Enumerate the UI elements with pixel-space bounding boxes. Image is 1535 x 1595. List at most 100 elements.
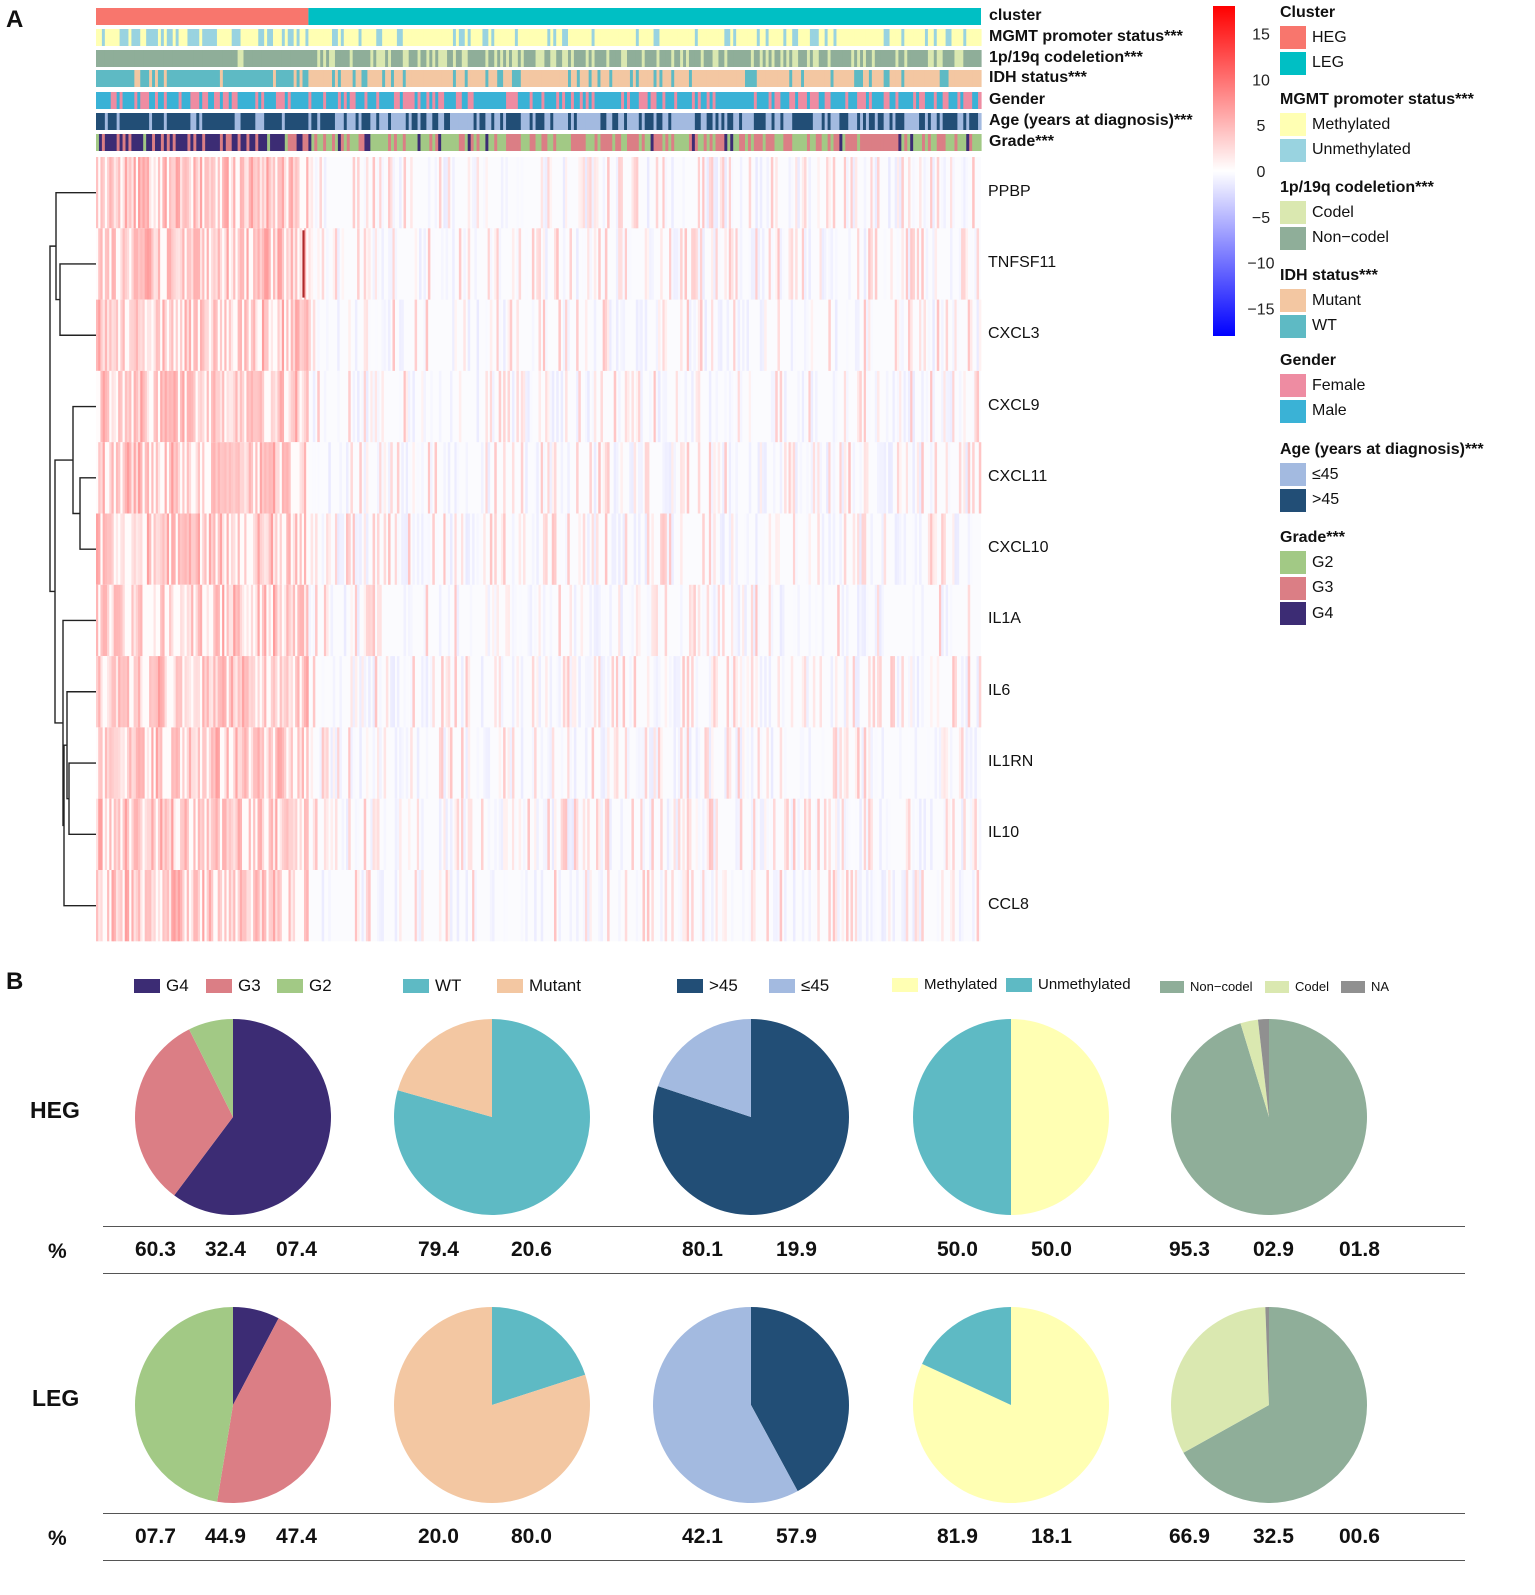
pie-slice: [134, 1029, 233, 1196]
legend-swatch: [1280, 551, 1306, 574]
legend-item: G2: [1280, 551, 1333, 574]
pie-percent-heg: 32.4: [205, 1238, 246, 1261]
heatmap-row-il10: [96, 798, 982, 870]
pie-heg-1: [394, 1019, 590, 1215]
pie-legend-swatch: [277, 979, 303, 993]
legend-label: Non−codel: [1312, 229, 1389, 246]
legend-swatch: [1280, 26, 1306, 49]
pie-legend-swatch: [1006, 977, 1032, 992]
heatmap-row-ccl8: [96, 870, 980, 942]
pie-legend-swatch: [497, 979, 523, 993]
percent-symbol-leg: %: [48, 1527, 67, 1550]
pie-percent-heg: 80.1: [682, 1238, 723, 1261]
annotation-label: Age (years at diagnosis)***: [989, 112, 1193, 129]
pie-slice: [657, 1019, 751, 1117]
annotation-label: Grade***: [989, 133, 1054, 150]
gene-label-il1rn: IL1RN: [988, 753, 1034, 771]
pie-legend-label: Methylated: [924, 976, 998, 993]
pie-slice: [913, 1019, 1011, 1215]
annotation-track-age: [96, 113, 982, 130]
colorbar-tick-label: 10: [1252, 72, 1270, 89]
legend-label: Male: [1312, 402, 1347, 419]
pie-percent-heg: 02.9: [1253, 1238, 1294, 1261]
pie-slice: [492, 1307, 586, 1405]
pie-legend-item: >45: [677, 976, 738, 996]
pie-percent-leg: 81.9: [937, 1525, 978, 1548]
legend-swatch: [1280, 113, 1306, 136]
pie-heg-4: [1171, 1019, 1368, 1215]
pie-slice: [174, 1019, 331, 1215]
pie-legend-swatch: [206, 979, 232, 993]
pie-percent-heg: 01.8: [1339, 1238, 1380, 1261]
legend-item: Female: [1280, 374, 1365, 397]
pie-legend-swatch: [134, 979, 160, 993]
pie-percent-heg: 19.9: [776, 1238, 817, 1261]
pie-legend-label: >45: [709, 976, 738, 995]
pie-legend-swatch: [892, 977, 918, 992]
legend-item: G3: [1280, 576, 1334, 600]
legend-item: Male: [1280, 399, 1347, 423]
legend-swatch: [1280, 51, 1306, 75]
pie-slice: [912, 1307, 1109, 1504]
legend-label: G3: [1312, 579, 1334, 596]
legend-label: Mutant: [1312, 291, 1361, 309]
legend-title: MGMT promoter status***: [1280, 91, 1474, 108]
annotation-label: Gender: [989, 91, 1046, 108]
row-label-heg: HEG: [30, 1097, 80, 1123]
pie-slice: [1170, 1307, 1269, 1453]
pie-legend-item: G2: [277, 976, 332, 996]
divider-line: [103, 1273, 1465, 1274]
gene-label-cxcl10: CXCL10: [988, 539, 1049, 557]
percent-symbol-heg: %: [48, 1240, 67, 1263]
pie-legend-label: WT: [435, 976, 462, 995]
legend-title: IDH status***: [1280, 267, 1378, 284]
annotation-label: MGMT promoter status***: [989, 28, 1183, 45]
panel-label-a: A: [6, 6, 24, 33]
legend-title: Gender: [1280, 352, 1337, 369]
colorbar-tick-label: 15: [1252, 27, 1270, 44]
legend-label: Methylated: [1312, 115, 1391, 133]
pie-leg-2: [652, 1307, 849, 1503]
gene-label-cxcl3: CXCL3: [988, 325, 1040, 343]
gene-label-cxcl11: CXCL11: [988, 467, 1048, 485]
pie-percent-heg: 95.3: [1169, 1238, 1210, 1261]
pie-legend-label: Non−codel: [1190, 979, 1253, 994]
legend-item: HEG: [1280, 26, 1347, 49]
legend-swatch: [1280, 463, 1306, 486]
annotation-track-gender: [96, 92, 982, 109]
annotation-label: cluster: [989, 7, 1042, 24]
pie-percent-leg: 00.6: [1339, 1525, 1380, 1548]
cluster-leg-bar: [308, 8, 981, 25]
pie-percent-heg: 07.4: [276, 1238, 317, 1261]
pie-legend-swatch: [1341, 980, 1365, 993]
pie-percent-leg: 32.5: [1253, 1525, 1294, 1548]
pie-legend-item: Unmethylated: [1006, 976, 1131, 993]
heatmap-row-il1rn: [96, 727, 977, 799]
legend-swatch: [1280, 374, 1306, 397]
pie-leg-4: [1170, 1306, 1367, 1503]
pie-slice: [1240, 1019, 1269, 1117]
legend-item: Codel: [1280, 201, 1354, 224]
pie-slice: [135, 1307, 233, 1502]
gene-label-il1a: IL1A: [988, 610, 1021, 628]
legend-swatch: [1280, 576, 1306, 600]
gene-label-il6: IL6: [988, 681, 1011, 699]
pie-percent-leg: 42.1: [682, 1525, 723, 1548]
heatmap-row-il6: [96, 656, 982, 728]
heatmap-figure: [49, 8, 982, 942]
gene-label-tnfsf11: TNFSF11: [988, 253, 1057, 271]
legend-swatch: [1280, 226, 1306, 250]
legend-label: Female: [1312, 376, 1366, 394]
pie-slice: [652, 1307, 798, 1503]
pie-leg-3: [912, 1307, 1109, 1504]
legend-swatch: [1280, 289, 1306, 312]
pie-percent-leg: 66.9: [1169, 1525, 1210, 1548]
pie-percent-heg: 79.4: [418, 1238, 459, 1261]
pie-percent-leg: 44.9: [205, 1525, 246, 1548]
colorbar-tick-label: 0: [1257, 164, 1266, 181]
pie-slice: [397, 1019, 492, 1117]
legend-title: Cluster: [1280, 4, 1336, 21]
pie-legend-swatch: [1160, 980, 1184, 993]
pie-slice: [233, 1307, 279, 1405]
